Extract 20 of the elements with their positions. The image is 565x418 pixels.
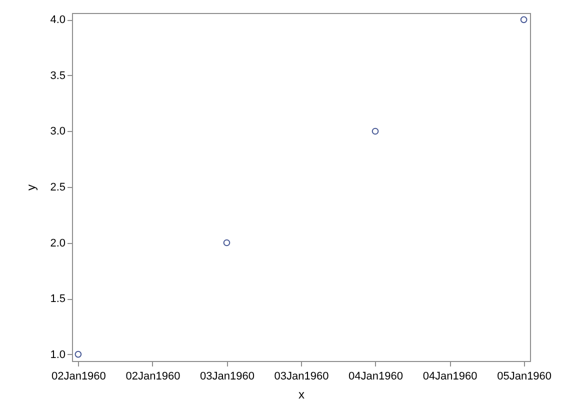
y-tick-label: 2.5	[50, 182, 66, 194]
x-tick-label: 02Jan1960	[51, 370, 106, 382]
x-tick-label: 03Jan1960	[274, 370, 329, 382]
x-axis-title: x	[298, 388, 304, 402]
y-tick-label: 1.0	[50, 348, 66, 361]
y-tick-label: 4.0	[50, 14, 66, 26]
x-tick-label: 03Jan1960	[200, 370, 254, 382]
y-axis-title: y	[24, 184, 38, 190]
y-tick-label: 1.5	[50, 293, 66, 306]
x-tick-label: 04Jan1960	[348, 370, 403, 382]
y-tick-label: 3.0	[50, 126, 66, 138]
point	[520, 16, 528, 24]
y-tick-label: 3.5	[50, 70, 66, 82]
x-tick-label: 04Jan1960	[422, 370, 478, 382]
x-tick-label: 02Jan1960	[126, 370, 180, 382]
y-tick-label: 2.0	[50, 237, 66, 250]
point	[372, 128, 379, 135]
point	[74, 350, 82, 358]
x-tick-label: 05Jan1960	[497, 370, 552, 382]
point	[223, 239, 230, 246]
